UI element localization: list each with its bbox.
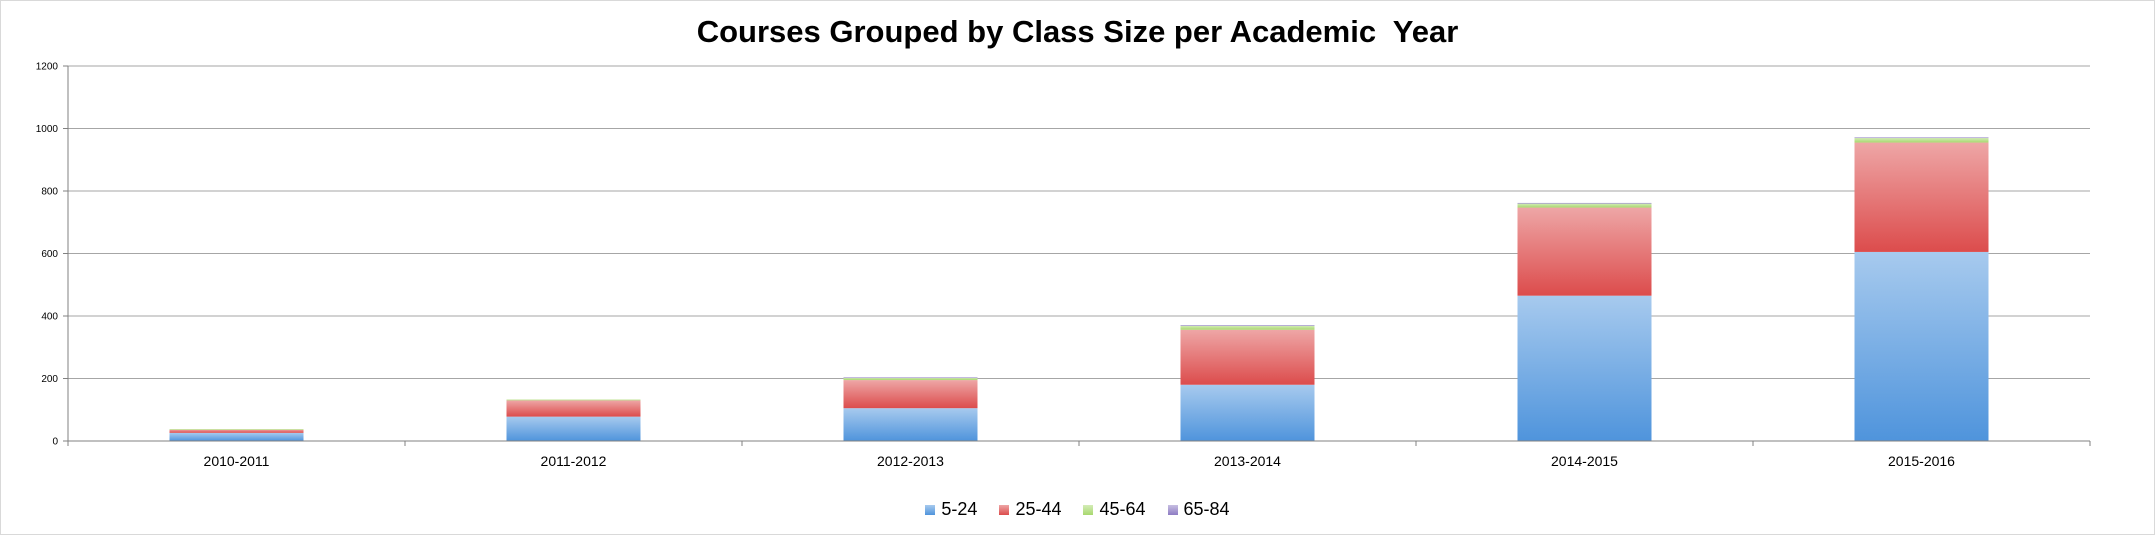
bar-segment-5-24-2010-2011 — [169, 432, 304, 441]
bar-segment-45-64-2013-2014 — [1180, 325, 1315, 330]
bar-segment-45-64-2014-2015 — [1517, 203, 1652, 208]
bar-segment-5-24-2013-2014 — [1180, 384, 1315, 441]
legend-item: 5-24 — [925, 499, 977, 520]
y-tick-label: 400 — [41, 312, 58, 323]
y-tick-label: 1000 — [36, 124, 59, 135]
legend-label: 25-44 — [1015, 499, 1062, 519]
legend-item: 25-44 — [999, 499, 1061, 520]
legend-swatch — [1083, 504, 1094, 515]
y-tick-label: 200 — [41, 374, 58, 385]
legend-swatch — [1167, 504, 1178, 515]
x-category-label: 2011-2012 — [541, 453, 607, 469]
bar-segment-45-64-2012-2013 — [843, 377, 978, 381]
x-category-label: 2014-2015 — [1551, 453, 1618, 469]
legend-label: 65-84 — [1183, 499, 1230, 519]
bar-segment-5-24-2012-2013 — [843, 408, 978, 441]
bar-segment-45-64-2015-2016 — [1854, 137, 1989, 143]
x-category-label: 2012-2013 — [877, 453, 944, 469]
bar-segment-25-44-2015-2016 — [1854, 142, 1989, 252]
bar-segment-25-44-2010-2011 — [169, 429, 304, 433]
bar-segment-25-44-2011-2012 — [506, 400, 641, 417]
bar-segment-5-24-2011-2012 — [506, 416, 641, 441]
legend-label: 5-24 — [941, 499, 978, 519]
chart-legend: 5-24 25-44 45-64 65-84 — [0, 499, 2155, 520]
legend-swatch — [925, 504, 936, 515]
legend-item: 45-64 — [1083, 499, 1146, 520]
x-category-label: 2015-2016 — [1888, 453, 1955, 469]
chart-title: Courses Grouped by Class Size per Academ… — [696, 14, 1459, 49]
bar-segment-25-44-2012-2013 — [843, 380, 978, 409]
bar-segment-65-84-2013-2014 — [1180, 325, 1315, 326]
y-tick-label: 1200 — [36, 62, 59, 73]
bar-segment-5-24-2014-2015 — [1517, 295, 1652, 441]
x-category-label: 2010-2011 — [204, 453, 270, 469]
bar-segment-45-64-2010-2011 — [169, 429, 304, 430]
bar-segment-25-44-2013-2014 — [1180, 329, 1315, 385]
legend-item: 65-84 — [1167, 499, 1230, 520]
legend-swatch — [999, 504, 1010, 515]
legend-label: 45-64 — [1099, 499, 1146, 519]
bar-segment-45-64-2011-2012 — [506, 399, 641, 401]
y-tick-label: 600 — [41, 249, 58, 260]
bar-segment-5-24-2015-2016 — [1854, 251, 1989, 441]
y-tick-label: 800 — [41, 187, 58, 198]
x-category-label: 2013-2014 — [1214, 453, 1281, 469]
bar-segment-65-84-2015-2016 — [1854, 137, 1989, 139]
y-tick-label: 0 — [52, 437, 58, 448]
bar-segment-65-84-2012-2013 — [843, 377, 978, 379]
bar-segment-25-44-2014-2015 — [1517, 207, 1652, 296]
bar-segment-65-84-2014-2015 — [1517, 202, 1652, 204]
